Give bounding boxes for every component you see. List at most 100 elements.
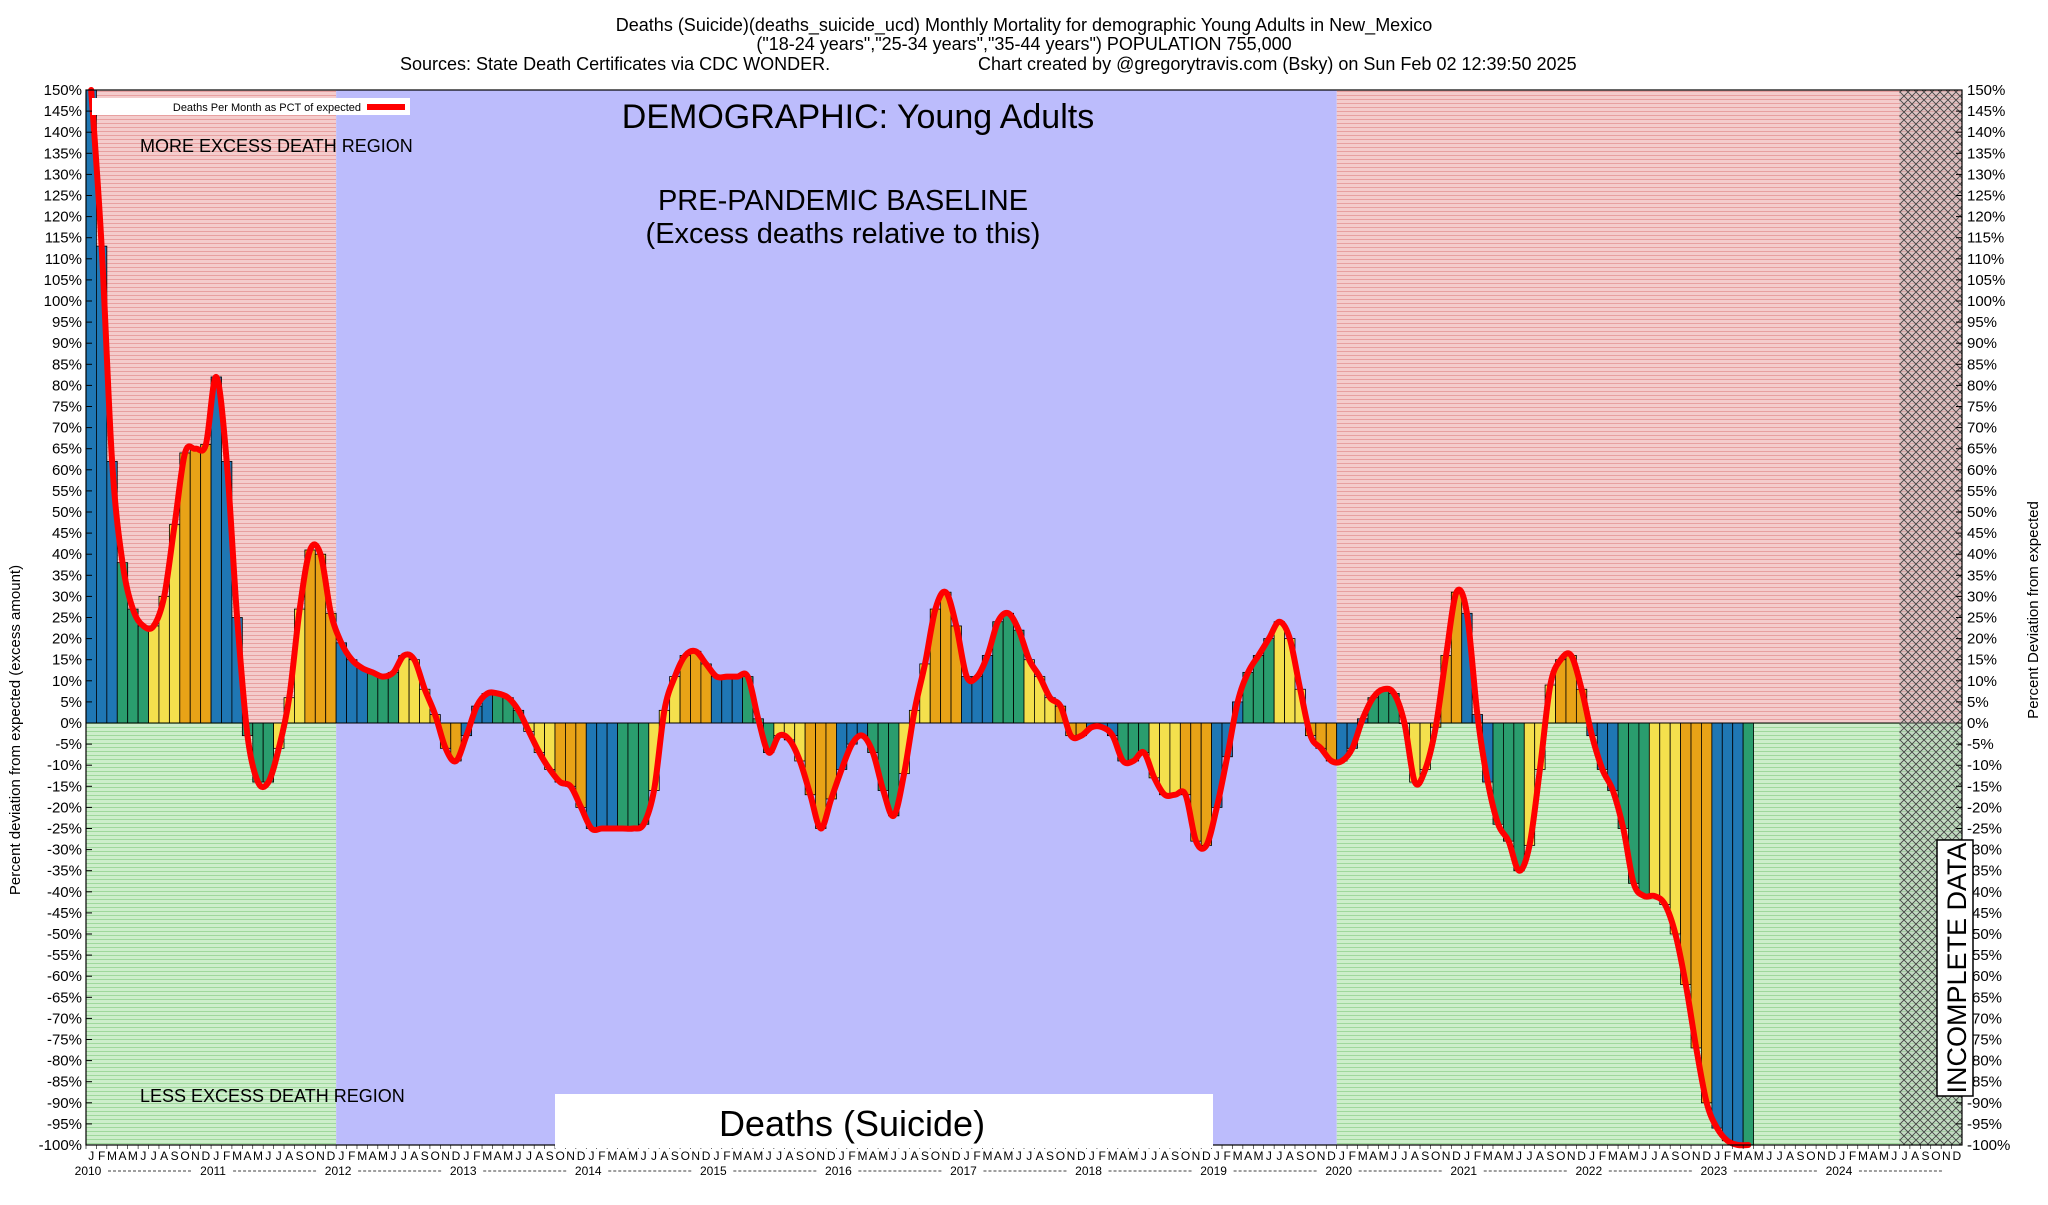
- x-tick-label-year: 2023: [1701, 1164, 1728, 1178]
- x-tick-label-month: D: [1577, 1149, 1586, 1163]
- bar: [1680, 722, 1692, 986]
- x-tick-label-month: F: [723, 1149, 730, 1163]
- bar: [1659, 722, 1671, 905]
- y-tick-label-left: 130%: [44, 166, 82, 183]
- x-tick-label-month: J: [839, 1149, 845, 1163]
- x-tick-label-month: O: [681, 1149, 690, 1163]
- y-tick-label-right: 40%: [1967, 546, 1997, 563]
- x-tick-label-month: J: [463, 1149, 469, 1163]
- x-tick-label-month: J: [1839, 1149, 1845, 1163]
- x-tick-label-month: M: [1608, 1149, 1618, 1163]
- x-tick-label-month: J: [776, 1149, 782, 1163]
- x-tick-label-month: M: [1629, 1149, 1639, 1163]
- x-tick-label-month: J: [641, 1149, 647, 1163]
- x-tick-label-month: O: [305, 1149, 314, 1163]
- bar: [585, 722, 598, 829]
- deficit-region-early: [86, 723, 337, 1145]
- x-tick-label-month: M: [503, 1149, 513, 1163]
- y-tick-label-left: 125%: [44, 188, 82, 205]
- x-tick-label-month: A: [994, 1149, 1002, 1163]
- x-tick-label-month: A: [285, 1149, 293, 1163]
- x-tick-label-month: J: [1652, 1149, 1658, 1163]
- x-tick-label-month: S: [671, 1149, 679, 1163]
- y-tick-label-left: 75%: [52, 399, 82, 416]
- y-tick-label-left: 60%: [52, 462, 82, 479]
- x-tick-label-month: M: [1483, 1149, 1493, 1163]
- y-tick-label-left: 100%: [44, 293, 82, 310]
- x-tick-label-month: D: [327, 1149, 336, 1163]
- legend-label: Deaths Per Month as PCT of expected: [173, 102, 361, 114]
- x-tick-label-month: S: [1546, 1149, 1554, 1163]
- x-tick-label-year: 2024: [1826, 1164, 1853, 1178]
- chart-subtitle: ("18-24 years","25-34 years","35-44 year…: [756, 34, 1291, 54]
- x-tick-label-month: D: [1952, 1149, 1961, 1163]
- x-tick-label-month: M: [357, 1149, 367, 1163]
- x-tick-label-month: J: [338, 1149, 344, 1163]
- x-tick-label-month: N: [691, 1149, 700, 1163]
- y-tick-label-left: 105%: [44, 272, 82, 289]
- y-tick-label-right: 110%: [1967, 251, 2004, 268]
- y-tick-label-right: 150%: [1967, 82, 2005, 99]
- x-tick-label-month: M: [1233, 1149, 1243, 1163]
- y-tick-label-left: 95%: [52, 314, 82, 331]
- x-tick-label-month: F: [973, 1149, 980, 1163]
- x-tick-label-month: M: [753, 1149, 763, 1163]
- y-tick-label-left: -55%: [47, 947, 82, 964]
- y-axis-label-left: Percent deviation from expected (excess …: [7, 565, 24, 895]
- y-tick-label-left: 70%: [52, 420, 82, 437]
- bar: [1742, 722, 1754, 1146]
- x-tick-label-month: M: [1379, 1149, 1389, 1163]
- x-tick-label-month: A: [1161, 1149, 1169, 1163]
- x-tick-label-month: D: [952, 1149, 961, 1163]
- bar: [1648, 722, 1661, 897]
- x-tick-label-month: S: [921, 1149, 929, 1163]
- y-tick-label-left: 40%: [52, 546, 82, 563]
- y-tick-label-right: 140%: [1967, 124, 2005, 141]
- y-tick-label-right: -30%: [1967, 842, 2002, 859]
- x-tick-label-month: J: [276, 1149, 282, 1163]
- y-tick-label-left: 85%: [52, 356, 82, 373]
- y-tick-label-right: -60%: [1967, 968, 2002, 985]
- y-tick-label-right: -10%: [1967, 757, 2002, 774]
- x-tick-label-month: A: [1369, 1149, 1377, 1163]
- x-tick-label-month: J: [88, 1149, 94, 1163]
- x-tick-label-month: J: [265, 1149, 271, 1163]
- x-tick-label-month: N: [1567, 1149, 1576, 1163]
- y-tick-label-left: 0%: [60, 715, 82, 732]
- y-tick-label-left: 45%: [52, 525, 82, 542]
- x-tick-label-month: M: [232, 1149, 242, 1163]
- x-tick-label-year: 2015: [700, 1164, 727, 1178]
- x-tick-label-month: J: [766, 1149, 772, 1163]
- x-tick-label-year: 2010: [75, 1164, 102, 1178]
- x-tick-label-month: A: [1661, 1149, 1669, 1163]
- y-tick-label-left: -30%: [47, 842, 82, 859]
- x-tick-label-month: F: [348, 1149, 355, 1163]
- y-tick-label-left: -5%: [55, 736, 82, 753]
- x-tick-label-month: M: [983, 1149, 993, 1163]
- bar: [1732, 722, 1744, 1146]
- x-tick-label-month: N: [1942, 1149, 1951, 1163]
- y-tick-label-right: 130%: [1967, 166, 2005, 183]
- x-tick-label-month: N: [316, 1149, 325, 1163]
- y-tick-label-left: 35%: [52, 567, 82, 584]
- x-tick-label-month: J: [1214, 1149, 1220, 1163]
- y-tick-label-left: 55%: [52, 483, 82, 500]
- incomplete-data-box: INCOMPLETE DATA: [1936, 839, 1974, 1097]
- y-tick-label-right: 145%: [1967, 103, 2005, 120]
- y-tick-label-right: 20%: [1967, 631, 1997, 648]
- x-tick-label-year: 2018: [1075, 1164, 1102, 1178]
- bar: [710, 676, 723, 724]
- x-tick-label-month: J: [588, 1149, 594, 1163]
- y-tick-label-right: 120%: [1967, 209, 2005, 226]
- x-tick-label-month: M: [1504, 1149, 1514, 1163]
- y-tick-label-left: 150%: [44, 82, 82, 99]
- x-tick-label-month: A: [1286, 1149, 1294, 1163]
- x-tick-label-month: A: [1536, 1149, 1544, 1163]
- y-tick-label-left: 10%: [52, 673, 82, 690]
- x-tick-label-month: A: [744, 1149, 752, 1163]
- y-tick-label-left: 5%: [60, 694, 82, 711]
- x-tick-label-month: F: [1849, 1149, 1856, 1163]
- x-tick-label-month: O: [180, 1149, 189, 1163]
- y-tick-label-left: 90%: [52, 335, 82, 352]
